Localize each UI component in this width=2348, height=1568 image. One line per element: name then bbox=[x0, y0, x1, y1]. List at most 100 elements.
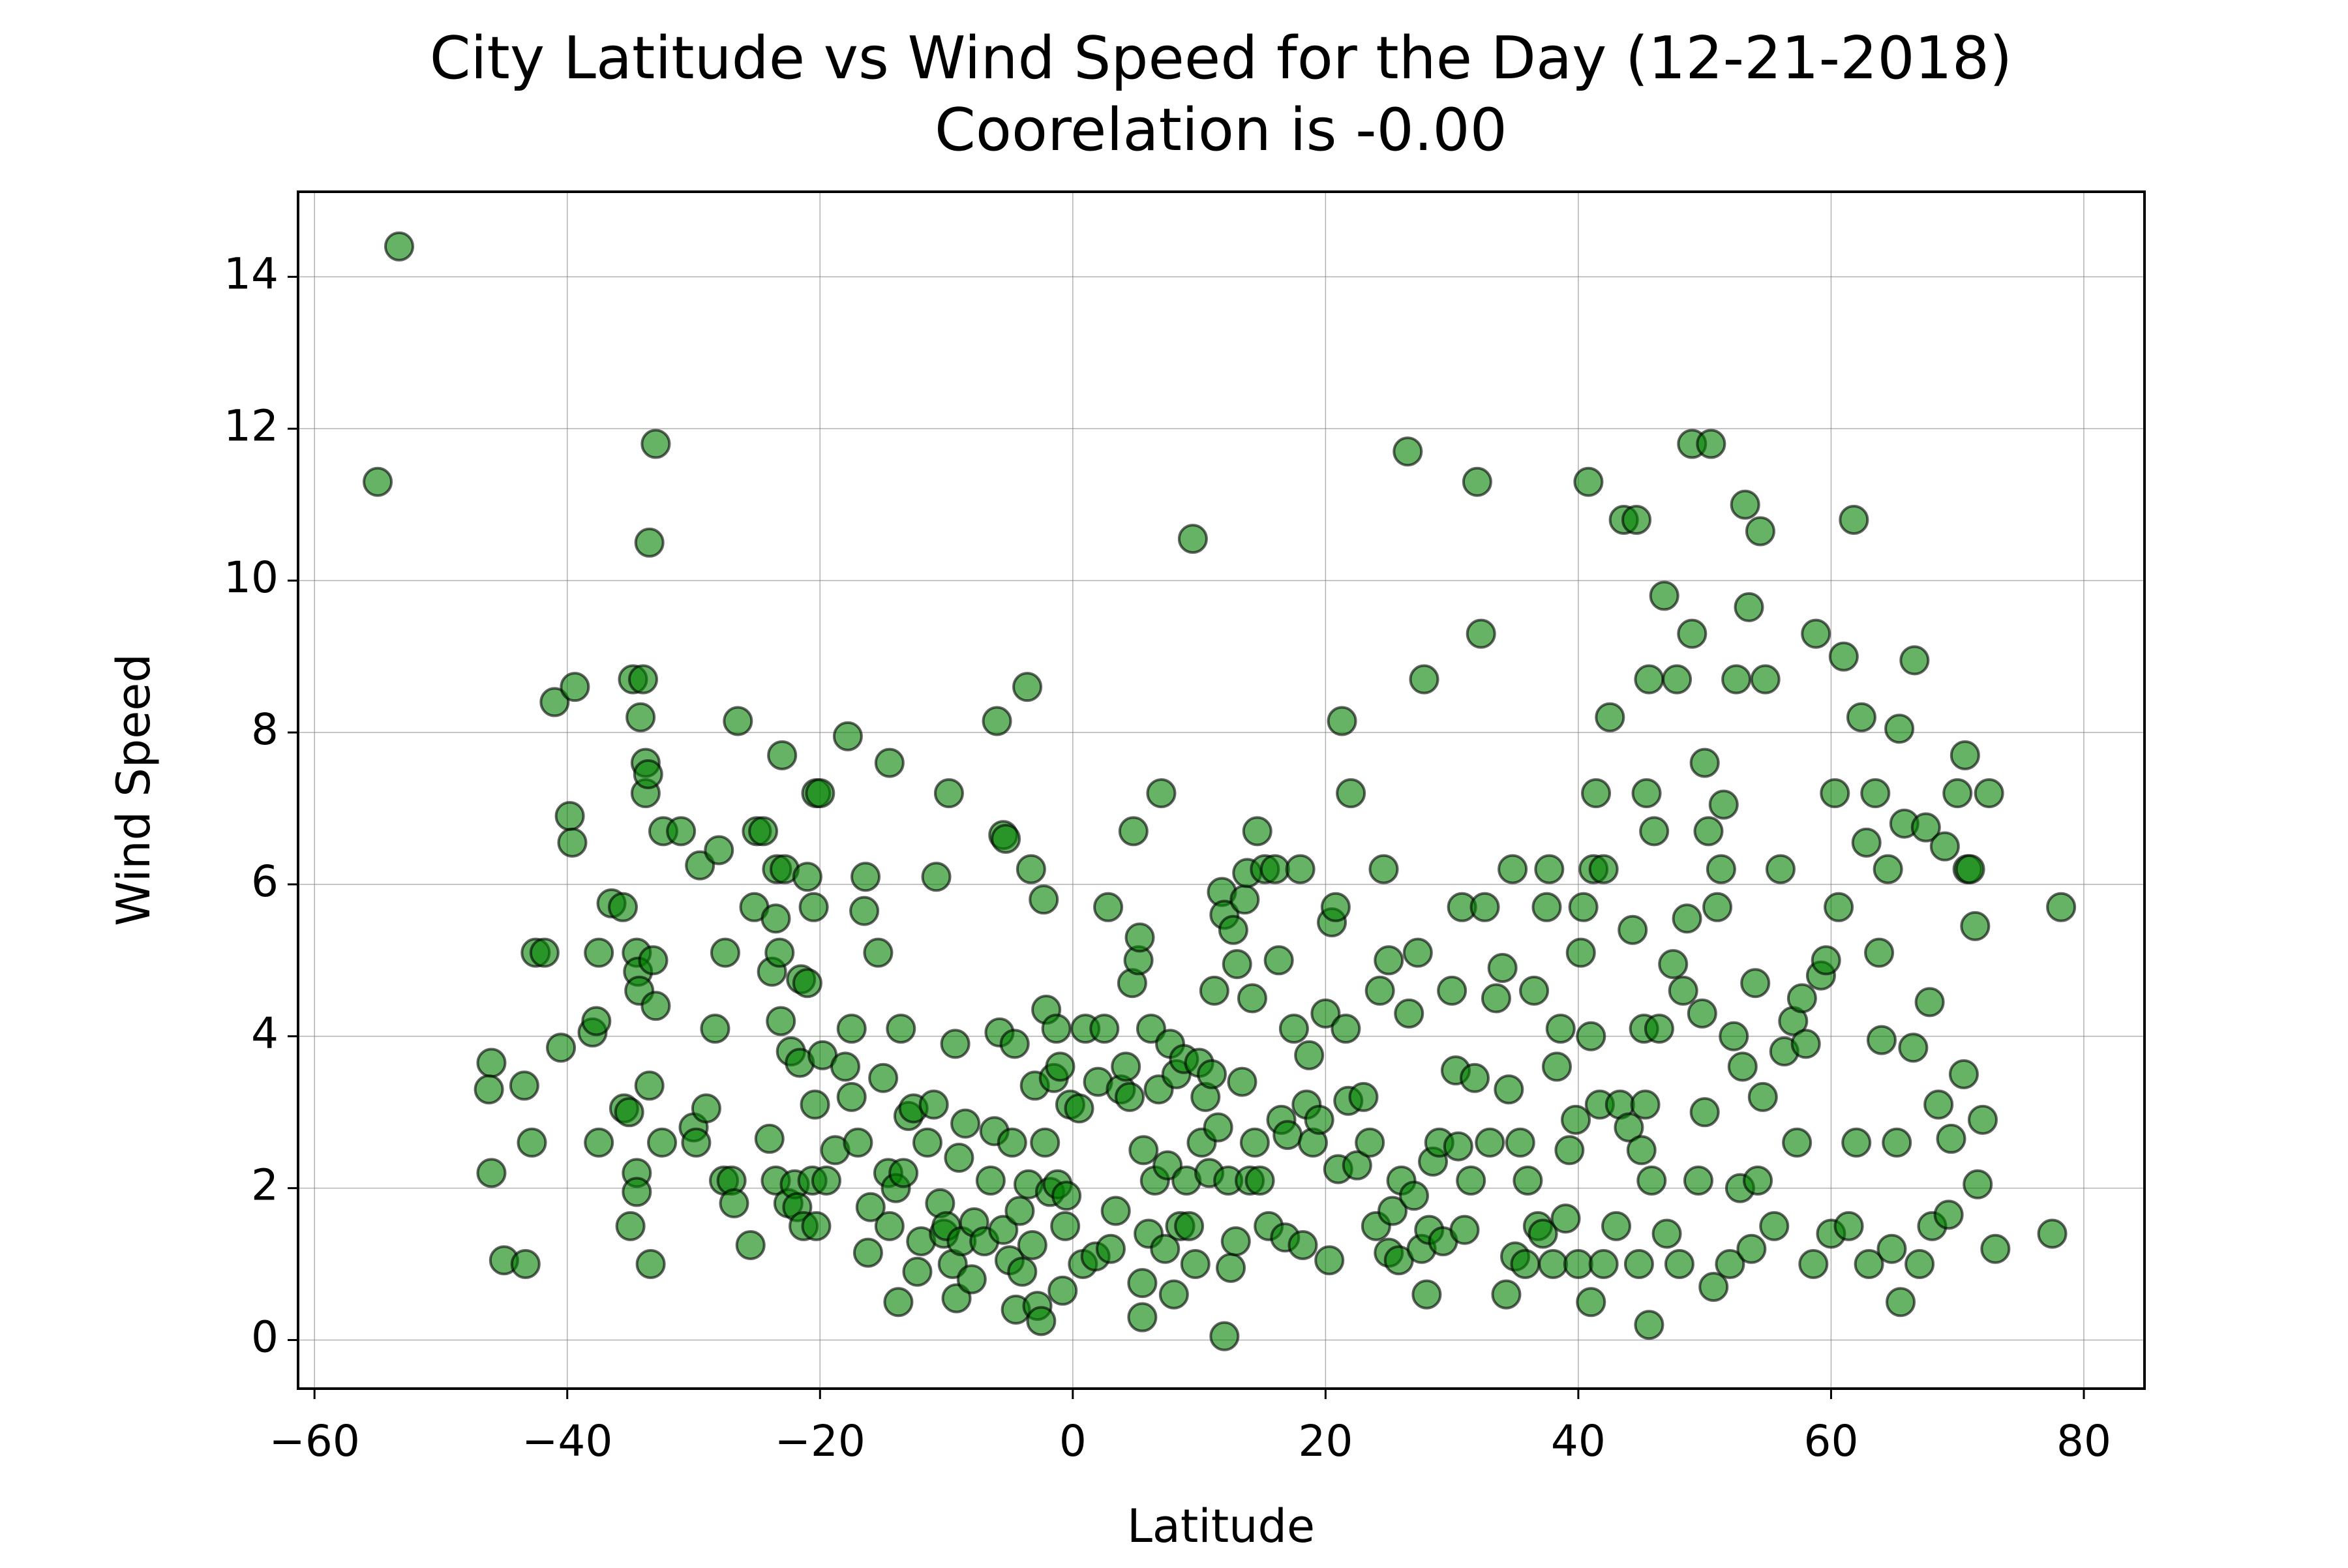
scatter-point bbox=[1955, 854, 1985, 884]
scatter-point bbox=[1974, 778, 2004, 809]
scatter-point bbox=[1050, 1211, 1081, 1241]
scatter-point bbox=[997, 1127, 1027, 1158]
scatter-point bbox=[1933, 1199, 1964, 1230]
scatter-point bbox=[1498, 854, 1528, 884]
scatter-point bbox=[1017, 1229, 1047, 1260]
scatter-point bbox=[1743, 1165, 1773, 1196]
scatter-point bbox=[1876, 1233, 1907, 1264]
scatter-point bbox=[1100, 1196, 1131, 1226]
scatter-point bbox=[1664, 1249, 1694, 1280]
scatter-point bbox=[1677, 618, 1708, 649]
scatter-point bbox=[1765, 854, 1796, 884]
scatter-point bbox=[1487, 952, 1518, 983]
scatter-point bbox=[1886, 1287, 1916, 1318]
scatter-point bbox=[849, 896, 880, 926]
scatter-point bbox=[1730, 489, 1760, 520]
scatter-point bbox=[863, 937, 894, 968]
scatter-point bbox=[1960, 911, 1991, 941]
scatter-point bbox=[1519, 975, 1550, 1006]
scatter-point bbox=[1634, 664, 1664, 695]
scatter-point bbox=[1702, 892, 1733, 922]
scatter-point bbox=[1259, 854, 1290, 884]
scatter-point bbox=[1392, 436, 1423, 467]
scatter-point bbox=[1411, 1279, 1442, 1310]
scatter-point bbox=[1929, 831, 1960, 862]
scatter-point bbox=[832, 721, 863, 751]
scatter-point bbox=[1402, 937, 1433, 968]
chart-subtitle: Coorelation is -0.00 bbox=[935, 96, 1507, 164]
scatter-point bbox=[921, 862, 952, 892]
scatter-point bbox=[1244, 1165, 1275, 1196]
scatter-point bbox=[868, 1063, 899, 1093]
scatter-point bbox=[1554, 1135, 1585, 1166]
scatter-point bbox=[843, 1127, 873, 1158]
scatter-point bbox=[886, 1014, 916, 1044]
scatter-point bbox=[1649, 580, 1679, 611]
scatter-point bbox=[1374, 945, 1404, 976]
scatter-point bbox=[1565, 937, 1596, 968]
scatter-point bbox=[1029, 884, 1059, 915]
scatter-point bbox=[874, 1211, 905, 1241]
scatter-point bbox=[1127, 1302, 1158, 1333]
scatter-point bbox=[681, 1127, 712, 1158]
scatter-point bbox=[1550, 1203, 1581, 1234]
scatter-point bbox=[767, 740, 798, 770]
scatter-point bbox=[719, 1188, 749, 1218]
scatter-point bbox=[1285, 854, 1316, 884]
scatter-point bbox=[633, 759, 663, 790]
scatter-point bbox=[529, 937, 560, 968]
scatter-point bbox=[1644, 1014, 1674, 1044]
scatter-point bbox=[1864, 937, 1895, 968]
scatter-point bbox=[1668, 975, 1698, 1006]
scatter-point bbox=[855, 1192, 886, 1222]
scatter-point bbox=[634, 1070, 665, 1101]
scatter-point bbox=[1174, 1211, 1205, 1241]
scatter-point bbox=[1146, 778, 1177, 809]
plot-frame bbox=[297, 190, 2146, 1390]
scatter-point bbox=[1462, 466, 1492, 497]
scatter-point bbox=[614, 1097, 644, 1128]
scatter-point bbox=[1949, 740, 1980, 770]
scatter-point bbox=[1588, 854, 1619, 884]
scatter-point bbox=[1229, 884, 1260, 915]
scatter-point bbox=[510, 1249, 541, 1280]
x-tick-label: −40 bbox=[522, 1416, 612, 1466]
scatter-point bbox=[830, 1051, 861, 1082]
scatter-point bbox=[1095, 1233, 1126, 1264]
scatter-point bbox=[1409, 664, 1439, 695]
scatter-point bbox=[1828, 641, 1859, 672]
scatter-point bbox=[850, 862, 881, 892]
scatter-point bbox=[1884, 714, 1915, 744]
scatter-point bbox=[640, 991, 671, 1021]
scatter-point bbox=[517, 1127, 547, 1158]
scatter-point bbox=[622, 1177, 652, 1207]
scatter-point bbox=[1466, 618, 1496, 649]
scatter-point bbox=[1475, 1127, 1505, 1158]
scatter-point bbox=[1658, 949, 1689, 980]
scatter-point bbox=[1199, 975, 1229, 1006]
scatter-point bbox=[1980, 1233, 2011, 1264]
scatter-point bbox=[1158, 1279, 1189, 1310]
scatter-point bbox=[836, 1014, 867, 1044]
scatter-point bbox=[1910, 812, 1941, 843]
scatter-point bbox=[704, 835, 734, 866]
scatter-point bbox=[1967, 1104, 1998, 1135]
scatter-point bbox=[723, 706, 753, 736]
y-tick-label: 8 bbox=[251, 704, 278, 755]
scatter-point bbox=[1719, 1021, 1749, 1051]
scatter-point bbox=[1573, 466, 1604, 497]
chart-title: City Latitude vs Wind Speed for the Day … bbox=[430, 24, 2013, 93]
scatter-point bbox=[1030, 1127, 1061, 1158]
scatter-point bbox=[1494, 1074, 1524, 1105]
scatter-point bbox=[1180, 1249, 1211, 1280]
scatter-point bbox=[1320, 892, 1351, 922]
scatter-point bbox=[888, 1158, 919, 1188]
scatter-point bbox=[1747, 1081, 1778, 1112]
scatter-point bbox=[1278, 1014, 1309, 1044]
scatter-point bbox=[1064, 1093, 1094, 1124]
scatter-point bbox=[1310, 998, 1341, 1029]
scatter-point bbox=[1196, 1059, 1227, 1089]
scatter-point bbox=[792, 862, 822, 892]
scatter-point bbox=[1689, 1097, 1720, 1128]
scatter-point bbox=[1841, 1127, 1872, 1158]
